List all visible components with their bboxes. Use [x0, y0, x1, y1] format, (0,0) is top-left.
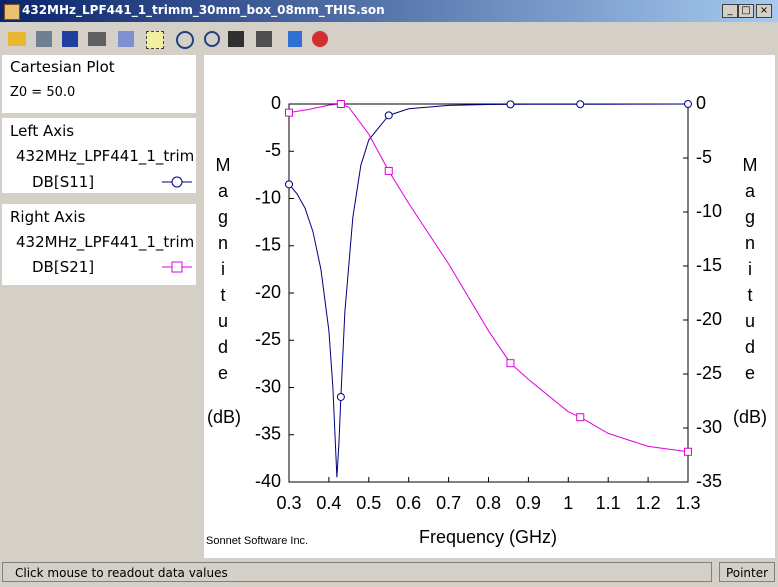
file-name: 432MHz_LPF441_1_trim — [16, 147, 195, 165]
stop-icon[interactable] — [312, 31, 328, 47]
x-tick-label: 0.7 — [436, 493, 461, 513]
window-title: 432MHz_LPF441_1_trimm_30mm_box_08mm_THIS… — [22, 3, 385, 17]
app-icon — [4, 4, 20, 20]
x-tick-label: 0.6 — [396, 493, 421, 513]
status-mode: Pointer — [719, 562, 775, 582]
maximize-button[interactable]: □ — [738, 4, 754, 18]
y-axis-label: Magnitude — [213, 155, 233, 389]
x-tick-label: 0.9 — [516, 493, 541, 513]
legend-symbol — [162, 176, 192, 188]
trace-name[interactable]: DB[S11] — [32, 173, 95, 191]
trace-name[interactable]: DB[S21] — [32, 258, 95, 276]
data-marker — [684, 447, 692, 456]
y-tick-label: -10 — [255, 187, 281, 207]
y2-tick-label: -5 — [696, 147, 712, 167]
data-marker — [576, 413, 585, 422]
series-line — [288, 103, 689, 478]
panel-title: Cartesian Plot — [10, 58, 115, 76]
panel-title: Right Axis — [10, 208, 86, 226]
y2-tick-label: -15 — [696, 255, 722, 275]
x-tick-label: 1 — [563, 493, 573, 513]
y-tick-label: -30 — [255, 376, 281, 396]
z0-text: Z0 = 50.0 — [10, 85, 76, 100]
x-tick-label: 1.1 — [596, 493, 621, 513]
y-tick-label: -25 — [255, 329, 281, 349]
y2-tick-label: -30 — [696, 417, 722, 437]
open-icon[interactable] — [8, 32, 26, 46]
y2-tick-label: -25 — [696, 363, 722, 383]
x-tick-label: 0.5 — [356, 493, 381, 513]
data-marker — [506, 100, 515, 109]
pan-icon[interactable] — [228, 31, 244, 47]
zoom-in-icon[interactable] — [176, 31, 194, 49]
y-tick-label: -5 — [265, 140, 281, 160]
left-axis-panel: Left Axis 432MHz_LPF441_1_trim DB[S11] — [2, 118, 196, 193]
data-marker — [384, 111, 393, 120]
data-marker — [384, 166, 393, 175]
x-axis-label: Frequency (GHz) — [419, 527, 557, 547]
y-tick-label: -35 — [255, 424, 281, 444]
y2-tick-label: -35 — [696, 471, 722, 491]
copy-icon[interactable] — [118, 31, 134, 47]
x-tick-label: 0.4 — [316, 493, 341, 513]
series-line — [288, 103, 689, 453]
chart: Frequency (GHz) Sonnet Software Inc. (dB… — [206, 93, 767, 547]
y2-tick-label: -20 — [696, 309, 722, 329]
y-tick-label: -40 — [255, 471, 281, 491]
data-marker — [336, 392, 345, 401]
y-tick-label: -15 — [255, 235, 281, 255]
panel-title: Left Axis — [10, 122, 75, 140]
plot-panel: Cartesian Plot Z0 = 50.0 — [2, 55, 196, 113]
y-tick-label: -20 — [255, 282, 281, 302]
zoom-out-icon[interactable] — [204, 31, 220, 47]
print-icon[interactable] — [88, 32, 106, 46]
data-marker — [684, 100, 692, 108]
toolbar — [6, 28, 336, 50]
data-marker — [285, 180, 293, 189]
data-marker — [576, 100, 585, 109]
y-axis-unit: (dB) — [207, 407, 241, 427]
x-tick-label: 0.8 — [476, 493, 501, 513]
minimize-button[interactable]: _ — [722, 4, 738, 18]
data-marker — [285, 108, 293, 117]
plot-area[interactable]: Frequency (GHz) Sonnet Software Inc. (dB… — [204, 55, 775, 558]
plot-frame — [288, 103, 689, 483]
y-tick-label: 0 — [271, 93, 281, 113]
right-axis-panel: Right Axis 432MHz_LPF441_1_trim DB[S21] — [2, 204, 196, 285]
title-bar: 432MHz_LPF441_1_trimm_30mm_box_08mm_THIS… — [0, 0, 778, 22]
legend-symbol — [162, 261, 192, 273]
data-marker — [336, 100, 345, 108]
export-icon[interactable] — [36, 31, 52, 47]
data-marker — [506, 359, 515, 368]
refresh-icon[interactable] — [288, 31, 302, 47]
close-button[interactable]: × — [756, 4, 772, 18]
save-icon[interactable] — [62, 31, 78, 47]
x-tick-label: 1.2 — [636, 493, 661, 513]
select-icon[interactable] — [146, 31, 164, 49]
y2-axis-label: Magnitude — [740, 155, 760, 389]
y2-tick-label: -10 — [696, 201, 722, 221]
file-name: 432MHz_LPF441_1_trim — [16, 233, 195, 251]
x-tick-label: 1.3 — [675, 493, 700, 513]
x-tick-label: 0.3 — [276, 493, 301, 513]
status-message: Click mouse to readout data values — [2, 562, 712, 582]
credit: Sonnet Software Inc. — [206, 535, 308, 547]
y2-tick-label: 0 — [696, 93, 706, 113]
settings-icon[interactable] — [256, 31, 272, 47]
y2-axis-unit: (dB) — [733, 407, 767, 427]
